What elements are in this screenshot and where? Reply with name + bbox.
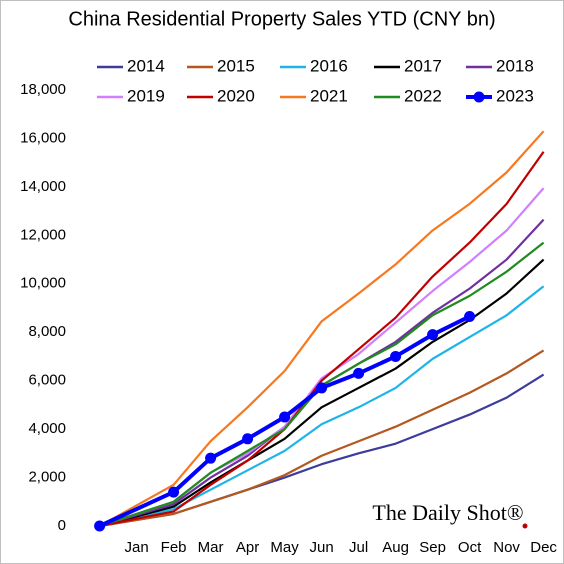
x-tick-label: Mar — [198, 539, 224, 556]
x-tick-label: Sep — [419, 539, 446, 556]
legend-label: 2014 — [127, 56, 165, 75]
y-tick-label: 6,000 — [28, 372, 66, 389]
y-tick-label: 2,000 — [28, 469, 66, 486]
legend-label: 2016 — [310, 56, 348, 75]
series-line — [99, 151, 545, 528]
x-tick-label: May — [270, 539, 299, 556]
series-line — [99, 130, 545, 527]
legend-label: 2017 — [404, 56, 442, 75]
series-line — [99, 285, 545, 528]
point — [316, 382, 328, 394]
point — [464, 310, 476, 322]
x-tick-label: Dec — [530, 539, 557, 556]
legend-marker — [473, 91, 485, 103]
point — [353, 367, 365, 379]
watermark: The Daily Shot® — [372, 500, 523, 525]
x-tick-label: Feb — [161, 539, 187, 556]
legend-label: 2018 — [496, 56, 534, 75]
point — [242, 433, 254, 445]
point — [168, 486, 180, 498]
point — [427, 329, 439, 341]
legend-label: 2021 — [310, 86, 348, 105]
x-tick-label: Jan — [125, 539, 149, 556]
x-tick-label: Jun — [310, 539, 334, 556]
x-tick-label: Jul — [349, 539, 368, 556]
series-line — [98, 314, 471, 528]
x-tick-label: Nov — [493, 539, 520, 556]
series-line — [99, 349, 545, 528]
y-tick-label: 16,000 — [20, 129, 66, 146]
legend-label: 2019 — [127, 86, 165, 105]
legend-label: 2015 — [217, 56, 255, 75]
series-line — [99, 241, 545, 528]
legend-label: 2022 — [404, 86, 442, 105]
x-tick-label: Aug — [382, 539, 409, 556]
series-line — [99, 258, 545, 528]
y-tick-label: 14,000 — [20, 178, 66, 195]
y-tick-label: 8,000 — [28, 323, 66, 340]
y-tick-label: 12,000 — [20, 226, 66, 243]
legend-label: 2020 — [217, 86, 255, 105]
point — [279, 411, 291, 423]
y-tick-label: 0 — [58, 517, 66, 534]
point — [390, 350, 402, 362]
y-tick-label: 10,000 — [20, 275, 66, 292]
chart-title: China Residential Property Sales YTD (CN… — [68, 8, 495, 30]
point — [205, 452, 217, 464]
legend-label: 2023 — [496, 86, 534, 105]
watermark-dot — [522, 523, 528, 529]
point — [94, 520, 106, 532]
y-tick-label: 4,000 — [28, 420, 66, 437]
y-tick-label: 18,000 — [20, 81, 66, 98]
x-tick-label: Oct — [458, 539, 482, 556]
x-tick-label: Apr — [236, 539, 259, 556]
